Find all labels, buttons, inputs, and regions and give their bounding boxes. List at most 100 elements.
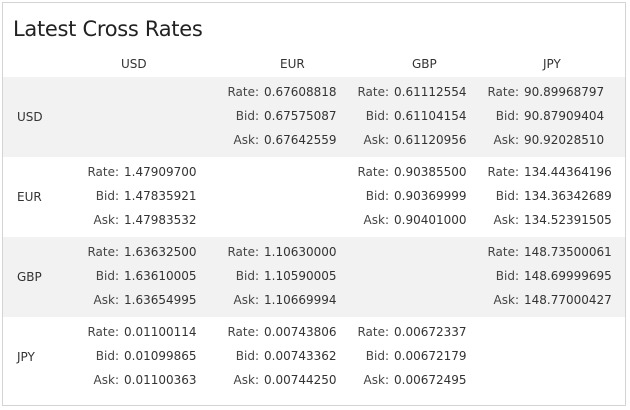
ask-value: 0.00672495	[394, 373, 467, 387]
bid-label: Bid:	[235, 349, 259, 363]
rate-value: 1.10630000	[264, 245, 337, 259]
ask-value: 134.52391505	[524, 213, 612, 227]
rate-label: Rate:	[487, 85, 519, 99]
rate-cell: Rate: 0.61112554 Bid: 0.61104154 Ask: 0.61120…	[329, 77, 466, 157]
ask-label: Ask:	[93, 293, 119, 307]
rate-label: Rate:	[227, 325, 259, 339]
rate-cell: Rate: 1.47909700 Bid: 1.47835921 Ask: 1.47983…	[59, 157, 196, 237]
rate-cell: Rate: 1.10630000 Bid: 1.10590005 Ask: 1.10669…	[199, 237, 336, 317]
ask-value: 1.47983532	[124, 213, 197, 227]
bid-label: Bid:	[495, 269, 519, 283]
bid-label: Bid:	[235, 109, 259, 123]
table-row: JPY Rate: 0.01100114 Bid: 0.01099865 Ask: 0.01…	[3, 317, 625, 397]
rate-label: Rate:	[487, 245, 519, 259]
ask-value: 1.10669994	[264, 293, 337, 307]
ask-label: Ask:	[493, 133, 519, 147]
bid-label: Bid:	[235, 269, 259, 283]
bid-value: 134.36342689	[524, 189, 612, 203]
rate-cell: Rate: 148.73500061 Bid: 148.69999695 Ask: 148…	[459, 237, 611, 317]
ask-label: Ask:	[363, 213, 389, 227]
cross-rates-panel: Latest Cross Rates USD EUR GBP JPY USD Ra…	[2, 2, 626, 406]
bid-value: 148.69999695	[524, 269, 612, 283]
row-currency-label: USD	[17, 110, 43, 124]
rate-label: Rate:	[227, 85, 259, 99]
bid-label: Bid:	[95, 349, 119, 363]
table-row: EUR Rate: 1.47909700 Bid: 1.47835921 Ask: 1.47…	[3, 157, 625, 237]
bid-label: Bid:	[365, 109, 389, 123]
ask-value: 148.77000427	[524, 293, 612, 307]
rate-cell: Rate: 0.00743806 Bid: 0.00743362 Ask: 0.00744…	[199, 317, 336, 397]
bid-value: 90.87909404	[524, 109, 605, 123]
rate-label: Rate:	[87, 165, 119, 179]
rate-cell: Rate: 0.90385500 Bid: 0.90369999 Ask: 0.90401…	[329, 157, 466, 237]
row-currency-label: GBP	[17, 270, 42, 284]
ask-label: Ask:	[363, 373, 389, 387]
column-header-usd: USD	[121, 57, 147, 71]
bid-value: 0.67575087	[264, 109, 337, 123]
ask-label: Ask:	[493, 213, 519, 227]
ask-label: Ask:	[363, 133, 389, 147]
rate-value: 134.44364196	[524, 165, 612, 179]
bid-value: 1.47835921	[124, 189, 197, 203]
bid-value: 0.00743362	[264, 349, 337, 363]
rate-cell: Rate: 1.63632500 Bid: 1.63610005 Ask: 1.63654…	[59, 237, 196, 317]
table-row: USD Rate: 0.67608818 Bid: 0.67575087 Ask: 0.67…	[3, 77, 625, 157]
rate-value: 90.89968797	[524, 85, 605, 99]
rate-label: Rate:	[227, 245, 259, 259]
rate-value: 1.63632500	[124, 245, 197, 259]
ask-value: 0.01100363	[124, 373, 197, 387]
bid-value: 0.90369999	[394, 189, 467, 203]
bid-value: 1.63610005	[124, 269, 197, 283]
ask-label: Ask:	[233, 373, 259, 387]
ask-label: Ask:	[233, 133, 259, 147]
rate-cell: Rate: 0.00672337 Bid: 0.00672179 Ask: 0.00672…	[329, 317, 466, 397]
rate-value: 0.90385500	[394, 165, 467, 179]
rate-label: Rate:	[357, 325, 389, 339]
ask-label: Ask:	[93, 373, 119, 387]
row-currency-label: JPY	[17, 350, 35, 364]
ask-label: Ask:	[93, 213, 119, 227]
rate-value: 1.47909700	[124, 165, 197, 179]
rate-value: 0.00743806	[264, 325, 337, 339]
table-header: USD EUR GBP JPY	[3, 53, 625, 77]
bid-value: 0.61104154	[394, 109, 467, 123]
bid-label: Bid:	[95, 269, 119, 283]
ask-value: 0.67642559	[264, 133, 337, 147]
column-header-jpy: JPY	[543, 57, 561, 71]
bid-label: Bid:	[95, 189, 119, 203]
bid-value: 0.01099865	[124, 349, 197, 363]
bid-label: Bid:	[365, 189, 389, 203]
rate-label: Rate:	[87, 245, 119, 259]
table-row: GBP Rate: 1.63632500 Bid: 1.63610005 Ask: 1.63…	[3, 237, 625, 317]
bid-label: Bid:	[365, 349, 389, 363]
rate-cell: Rate: 0.01100114 Bid: 0.01099865 Ask: 0.01100…	[59, 317, 196, 397]
rate-value: 0.00672337	[394, 325, 467, 339]
ask-label: Ask:	[493, 293, 519, 307]
rate-cell: Rate: 0.67608818 Bid: 0.67575087 Ask: 0.67642…	[199, 77, 336, 157]
rate-label: Rate:	[87, 325, 119, 339]
rate-cell: Rate: 90.89968797 Bid: 90.87909404 Ask: 90.92…	[459, 77, 604, 157]
bid-value: 0.00672179	[394, 349, 467, 363]
rate-value: 0.67608818	[264, 85, 337, 99]
rate-value: 0.61112554	[394, 85, 467, 99]
cross-rates-table: USD EUR GBP JPY USD Rate: 0.67608818 Bid: 0.…	[3, 53, 625, 397]
row-currency-label: EUR	[17, 190, 42, 204]
rate-label: Rate:	[357, 165, 389, 179]
ask-value: 0.90401000	[394, 213, 467, 227]
rate-value: 0.01100114	[124, 325, 197, 339]
ask-value: 0.61120956	[394, 133, 467, 147]
rate-value: 148.73500061	[524, 245, 612, 259]
page-title: Latest Cross Rates	[13, 17, 203, 41]
rate-cell: Rate: 134.44364196 Bid: 134.36342689 Ask: 134…	[459, 157, 611, 237]
ask-value: 0.00744250	[264, 373, 337, 387]
bid-label: Bid:	[495, 109, 519, 123]
rate-label: Rate:	[487, 165, 519, 179]
bid-value: 1.10590005	[264, 269, 337, 283]
column-header-eur: EUR	[280, 57, 305, 71]
ask-value: 90.92028510	[524, 133, 605, 147]
ask-label: Ask:	[233, 293, 259, 307]
bid-label: Bid:	[495, 189, 519, 203]
ask-value: 1.63654995	[124, 293, 197, 307]
rate-label: Rate:	[357, 85, 389, 99]
column-header-gbp: GBP	[412, 57, 437, 71]
